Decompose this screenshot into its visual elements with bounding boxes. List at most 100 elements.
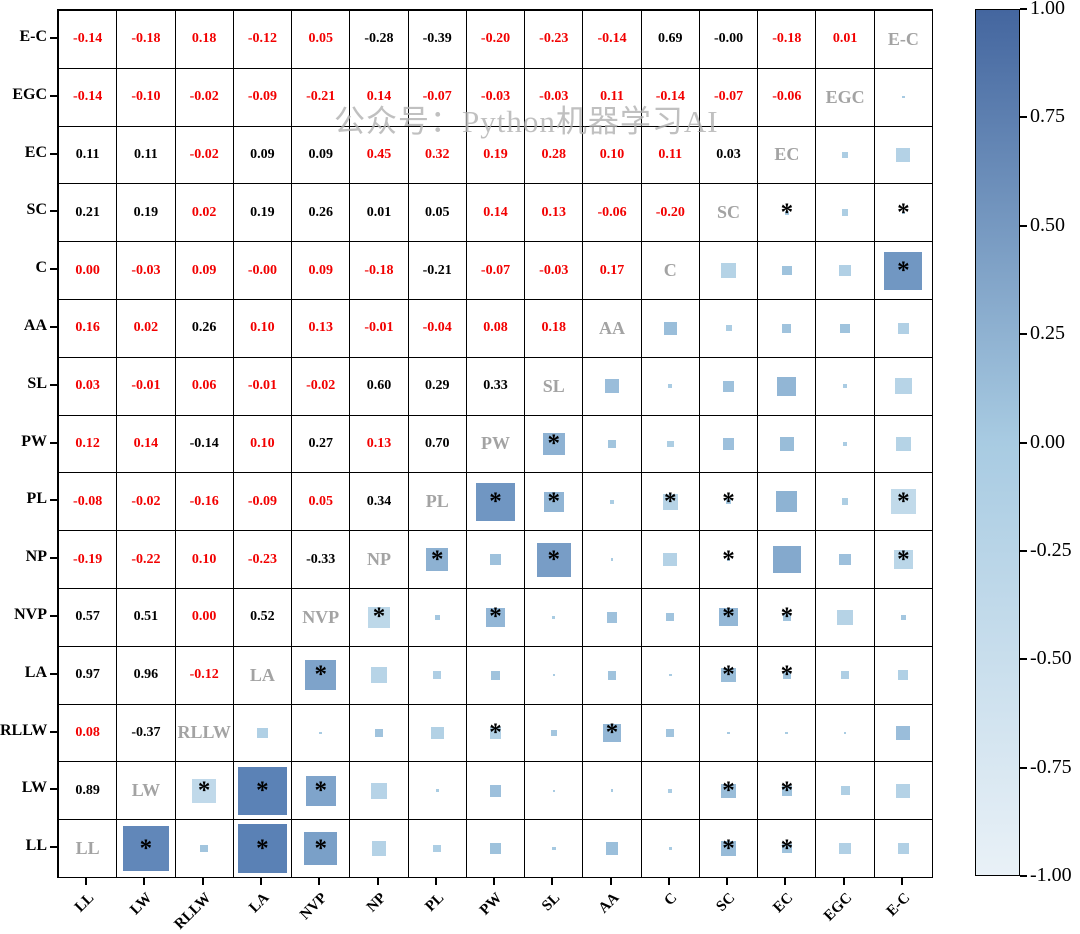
- corr-value: -0.20: [655, 204, 685, 220]
- diagonal-label-cell: RLLW: [174, 703, 234, 763]
- corr-value-cell: 0.11: [58, 125, 118, 185]
- corr-square: [668, 384, 673, 388]
- corr-square: [605, 379, 619, 394]
- corr-value-cell: -0.03: [524, 241, 584, 300]
- corr-square-cell: [815, 472, 875, 532]
- corr-square: [843, 442, 847, 446]
- corr-square-cell: [873, 819, 933, 878]
- corr-value: 0.18: [191, 31, 217, 47]
- corr-value: -0.20: [480, 31, 511, 47]
- corr-value: 0.10: [250, 435, 275, 451]
- corr-square-cell: [640, 530, 700, 589]
- corr-value-cell: -0.09: [232, 67, 293, 127]
- corr-value-cell: 0.11: [640, 125, 700, 185]
- diagonal-label: PL: [425, 491, 449, 512]
- corr-square-cell: [407, 588, 467, 647]
- significance-star: *: [197, 776, 211, 804]
- colorbar-tick: [1020, 333, 1027, 336]
- corr-value-cell: -0.18: [116, 10, 176, 69]
- corr-value-cell: -0.12: [232, 10, 293, 69]
- corr-value: 0.26: [191, 320, 217, 336]
- corr-square: [898, 670, 909, 681]
- y-axis-label: PL: [26, 490, 47, 508]
- corr-value: -0.14: [597, 31, 627, 47]
- corr-square: [896, 783, 911, 798]
- corr-square: [782, 613, 791, 622]
- diagonal-label: NP: [366, 549, 391, 570]
- corr-square: [543, 491, 564, 512]
- corr-value: -0.28: [364, 31, 394, 47]
- corr-value-cell: -0.14: [58, 10, 118, 69]
- corr-value: -0.23: [247, 551, 278, 567]
- significance-star: *: [605, 718, 619, 746]
- corr-value: -0.02: [306, 378, 336, 394]
- corr-square-cell: [465, 761, 526, 821]
- significance-star: *: [722, 776, 735, 804]
- plot-area: -0.14 -0.18 0.18 -0.12 0.05 -0.28 -0.39 -0.20 -0…: [57, 9, 933, 878]
- corr-value: -0.09: [247, 493, 278, 509]
- corr-square-cell: [349, 703, 409, 763]
- corr-square-cell: [640, 761, 700, 821]
- corr-square: [896, 148, 911, 162]
- corr-square: [669, 847, 672, 850]
- corr-square-cell: [815, 703, 875, 763]
- corr-value: 0.19: [250, 204, 275, 220]
- corr-value-cell: -0.04: [407, 299, 467, 358]
- diagonal-label: LA: [249, 664, 275, 685]
- significance-star: *: [897, 545, 910, 573]
- corr-square: [897, 322, 910, 335]
- corr-value: 0.18: [541, 320, 567, 336]
- corr-square: [489, 785, 502, 797]
- corr-value: 0.96: [133, 667, 159, 683]
- corr-square: [785, 731, 789, 735]
- diagonal-label: C: [663, 260, 677, 281]
- corr-square-cell: [757, 703, 817, 763]
- corr-square: [368, 606, 390, 629]
- corr-square: [610, 558, 614, 561]
- corr-value-cell: -0.23: [232, 530, 293, 589]
- corr-square: [721, 783, 736, 798]
- corr-square: [433, 671, 442, 680]
- corr-value: -0.18: [364, 262, 394, 278]
- corr-value: 0.19: [483, 146, 508, 162]
- corr-value-cell: 0.34: [349, 472, 409, 532]
- corr-value-cell: -0.18: [757, 10, 817, 69]
- corr-square: [476, 482, 515, 521]
- corr-value-cell: -0.08: [58, 472, 118, 532]
- corr-value-cell: 0.18: [524, 299, 584, 358]
- corr-value: -0.03: [539, 89, 569, 105]
- x-axis-tick: [493, 878, 495, 885]
- corr-value-cell: 0.27: [291, 414, 351, 474]
- corr-square-cell: *: [873, 183, 933, 243]
- x-axis-tick: [318, 878, 321, 885]
- corr-value-cell: -0.00: [698, 10, 759, 69]
- corr-square: [725, 499, 732, 505]
- significance-star: *: [722, 487, 735, 515]
- corr-value-cell: -0.01: [349, 299, 409, 358]
- corr-square: [902, 211, 905, 215]
- corr-value: 0.51: [133, 609, 159, 625]
- corr-value-cell: -0.14: [640, 67, 700, 127]
- corr-value: 0.05: [308, 31, 333, 47]
- corr-square: [490, 843, 501, 854]
- corr-value-cell: 0.05: [407, 183, 467, 243]
- corr-value: -0.14: [189, 435, 219, 451]
- corr-square-cell: [815, 819, 875, 878]
- x-axis-tick: [842, 878, 845, 885]
- corr-square-cell: *: [524, 414, 584, 474]
- corr-value-cell: 0.70: [407, 414, 467, 474]
- corr-square-cell: *: [465, 588, 526, 647]
- significance-star: *: [722, 545, 735, 573]
- corr-square-cell: *: [698, 530, 759, 589]
- corr-value-cell: 0.09: [291, 125, 351, 185]
- corr-square: [900, 614, 906, 621]
- corr-square-cell: [640, 645, 700, 705]
- x-axis-tick: [900, 878, 903, 885]
- corr-square: [843, 731, 847, 735]
- corr-value-cell: 0.26: [174, 299, 234, 358]
- corr-value-cell: 0.03: [58, 356, 118, 416]
- corr-value: -0.10: [131, 89, 161, 105]
- corr-square: [839, 842, 851, 855]
- corr-square-cell: [757, 472, 817, 532]
- significance-star: *: [372, 603, 386, 631]
